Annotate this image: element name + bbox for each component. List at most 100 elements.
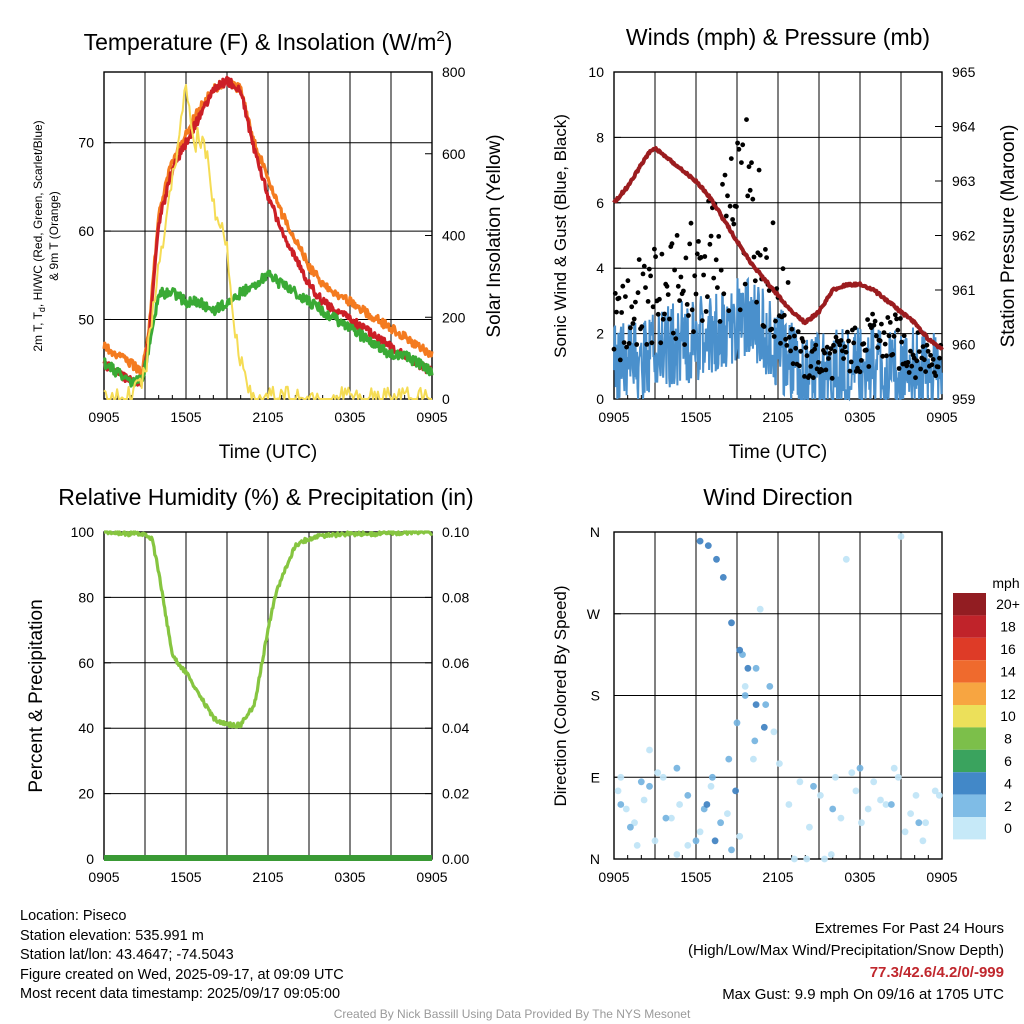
wind-gust-point <box>670 330 676 336</box>
wind-gust-point <box>913 375 918 381</box>
temp-ylabel-2: & 9m T (Orange) <box>47 191 61 281</box>
dir-point <box>806 823 813 831</box>
dir-point <box>744 664 752 672</box>
dir-point <box>877 796 884 804</box>
dir-point <box>741 683 749 690</box>
dir-ytick-label: S <box>591 688 600 704</box>
wind-gust-point <box>925 348 931 354</box>
wind-gust-point <box>701 272 706 278</box>
wind-gust-point <box>686 313 691 318</box>
dir-point <box>890 764 898 772</box>
colorbar-label: 0 <box>1004 820 1012 836</box>
wind-gust-point <box>689 307 695 313</box>
wind-gust-point <box>929 362 935 368</box>
dir-point <box>762 701 770 708</box>
dir-point <box>817 792 824 799</box>
rh-title: Relative Humidity (%) & Precipitation (i… <box>58 484 473 510</box>
temp-series-line-1 <box>102 75 434 387</box>
wind-gust-point <box>827 351 833 356</box>
wind-gust-point <box>703 309 709 314</box>
wind-gust-point <box>626 341 632 346</box>
dir-point <box>654 769 662 777</box>
wind-gust-point <box>875 345 881 350</box>
wind-gust-point <box>798 348 804 354</box>
wind-gust-point <box>750 196 756 202</box>
rh-ytick-label: 0 <box>86 851 94 867</box>
dir-point <box>907 810 914 817</box>
dir-point <box>915 819 923 827</box>
wind-gust-point <box>857 369 863 375</box>
dir-point <box>776 760 783 767</box>
temp-ylabel-1-sub: d <box>37 307 47 312</box>
wind-gust-point <box>616 295 622 301</box>
wind-gust-point <box>649 340 655 346</box>
rh-y2tick-label: 0.00 <box>442 851 469 867</box>
wind-gust-point <box>769 326 775 332</box>
wind-gust-point <box>644 342 650 347</box>
dir-point <box>803 855 811 863</box>
wind-gust-point <box>721 291 727 297</box>
rh-y2tick-label: 0.04 <box>442 720 469 736</box>
rh-xtick-label: 0905 <box>416 869 447 885</box>
dir-point <box>821 855 828 863</box>
wind-gust-point <box>882 341 888 347</box>
wind-gust-point <box>933 373 939 379</box>
wind-gust-point <box>611 346 617 352</box>
dir-point <box>785 801 793 808</box>
rh-y2tick-label: 0.06 <box>442 655 469 671</box>
wind-gust-point <box>906 370 912 375</box>
wind-gust-point <box>688 220 694 226</box>
wind-gust-point <box>696 239 701 244</box>
colorbar-swatch <box>953 772 986 795</box>
wind-gust-point <box>766 288 772 293</box>
dir-point <box>703 801 711 808</box>
rh-ytick-label: 20 <box>78 786 94 802</box>
wind-gust-point <box>754 299 759 305</box>
dir-point <box>617 773 625 781</box>
wind-y2tick-label: 961 <box>952 282 976 298</box>
wind-gust-point <box>924 342 930 348</box>
dir-point <box>719 574 727 581</box>
wind-gust-point <box>807 373 812 379</box>
latlon-text: Station lat/lon: 43.4647; -74.5043 <box>20 947 234 963</box>
rh-y2tick-label: 0.08 <box>442 589 469 605</box>
dir-point <box>637 778 645 786</box>
elevation-text: Station elevation: 535.991 m <box>20 927 204 944</box>
dir-point <box>897 533 905 540</box>
dir-point <box>837 814 845 822</box>
humidity-panel: 0905 1505 2105 0305 0905 0 20 40 60 80 100 0.00 0.02… <box>26 484 474 885</box>
pressure-line <box>612 146 944 351</box>
wind-gust-point <box>842 344 848 350</box>
dir-point <box>724 810 731 817</box>
wind-gust-point <box>727 203 733 209</box>
dir-point <box>766 683 774 690</box>
wind-gust-point <box>885 315 891 320</box>
dir-xtick-label: 0905 <box>926 869 957 885</box>
dir-point <box>633 842 641 849</box>
dir-point <box>614 787 622 795</box>
temp-title: Temperature (F) & Insolation (W/m2) <box>84 28 453 55</box>
wind-gust-point <box>905 360 911 365</box>
temp-y2tick-label: 600 <box>442 146 466 162</box>
dir-point <box>717 819 724 827</box>
wind-gust-point <box>730 217 735 222</box>
wind-gust-point <box>901 333 907 339</box>
wind-gust-point <box>723 213 729 219</box>
temp-y2tick-label: 800 <box>442 64 466 80</box>
temp-title-part: Temperature (F) & Insolation (W/m <box>84 29 437 55</box>
wind-gust-point <box>896 366 902 371</box>
wind-gust-point <box>787 334 792 340</box>
rh-xtick-label: 1505 <box>170 869 201 885</box>
wind-gust-point <box>804 353 810 359</box>
wind-gust-point <box>659 251 665 257</box>
wind-y2tick-label: 963 <box>952 173 976 189</box>
wind-gust-point <box>880 353 886 359</box>
wind-gust-point <box>886 333 892 339</box>
wind-gust-point <box>918 366 923 372</box>
wind-gust-point <box>629 304 635 310</box>
dir-point <box>922 819 929 827</box>
wind-gust-point <box>715 285 720 290</box>
wind-gust-point <box>657 296 662 302</box>
dir-point <box>919 837 927 845</box>
wind-gust-point <box>828 346 834 352</box>
